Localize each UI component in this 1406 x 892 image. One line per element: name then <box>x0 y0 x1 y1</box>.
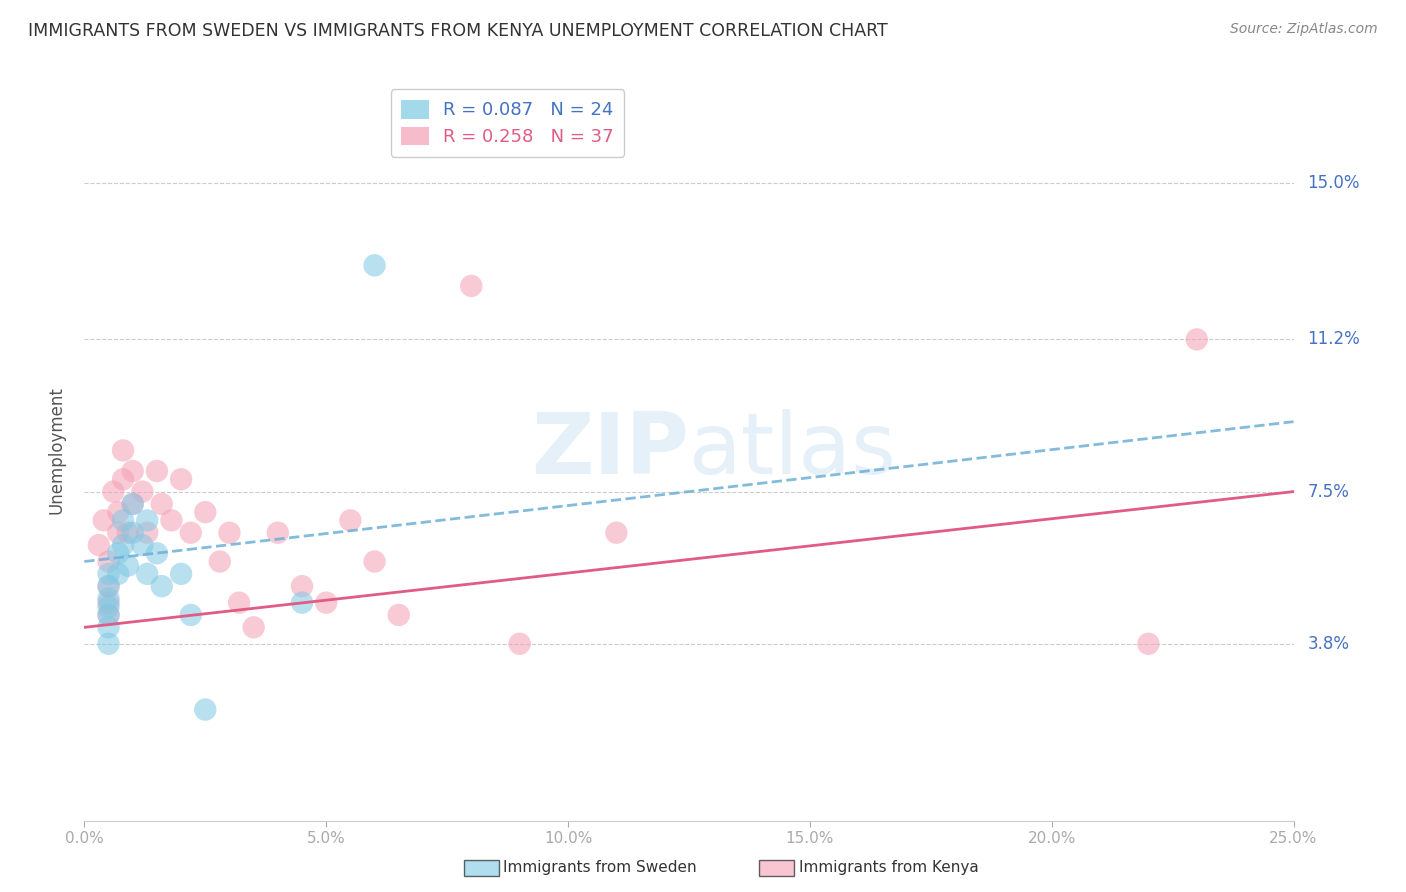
Point <box>93 513 115 527</box>
Point <box>112 538 135 552</box>
Point <box>107 546 129 560</box>
Point <box>131 484 153 499</box>
Point <box>460 279 482 293</box>
Point <box>97 596 120 610</box>
Point <box>112 443 135 458</box>
Point <box>107 566 129 581</box>
Text: atlas: atlas <box>689 409 897 492</box>
Point <box>146 464 169 478</box>
Text: ZIP: ZIP <box>531 409 689 492</box>
Text: Source: ZipAtlas.com: Source: ZipAtlas.com <box>1230 22 1378 37</box>
Point <box>228 596 250 610</box>
Point <box>97 579 120 593</box>
Point <box>121 525 143 540</box>
Point <box>242 620 264 634</box>
Point <box>112 472 135 486</box>
Point <box>291 596 314 610</box>
Point <box>136 525 159 540</box>
Point <box>1185 332 1208 346</box>
Text: 7.5%: 7.5% <box>1308 483 1350 500</box>
Point <box>103 484 125 499</box>
Point <box>160 513 183 527</box>
Legend: R = 0.087   N = 24, R = 0.258   N = 37: R = 0.087 N = 24, R = 0.258 N = 37 <box>391 89 624 157</box>
Point <box>97 591 120 606</box>
Point <box>97 637 120 651</box>
Point <box>131 538 153 552</box>
Point <box>267 525 290 540</box>
Point <box>363 554 385 569</box>
Point <box>97 599 120 614</box>
Point <box>97 566 120 581</box>
Point <box>97 607 120 622</box>
Point <box>363 259 385 273</box>
Y-axis label: Unemployment: Unemployment <box>48 386 66 515</box>
Point <box>117 525 139 540</box>
Text: 3.8%: 3.8% <box>1308 635 1350 653</box>
Point <box>121 497 143 511</box>
Point <box>180 525 202 540</box>
Point <box>121 497 143 511</box>
Point <box>87 538 110 552</box>
Point <box>146 546 169 560</box>
Point <box>315 596 337 610</box>
Point <box>150 579 173 593</box>
Text: Immigrants from Sweden: Immigrants from Sweden <box>503 861 697 875</box>
Point <box>170 472 193 486</box>
Point <box>180 607 202 622</box>
Text: Immigrants from Kenya: Immigrants from Kenya <box>799 861 979 875</box>
Text: 15.0%: 15.0% <box>1308 174 1360 192</box>
Point <box>291 579 314 593</box>
Point <box>112 513 135 527</box>
Point <box>117 558 139 573</box>
Point <box>509 637 531 651</box>
Point <box>1137 637 1160 651</box>
Point <box>218 525 240 540</box>
Point <box>150 497 173 511</box>
Point <box>107 505 129 519</box>
Point <box>97 579 120 593</box>
Point <box>107 525 129 540</box>
Point <box>97 620 120 634</box>
Point <box>339 513 361 527</box>
Text: 11.2%: 11.2% <box>1308 330 1360 349</box>
Point <box>605 525 627 540</box>
Point <box>97 554 120 569</box>
Point <box>136 513 159 527</box>
Point <box>97 607 120 622</box>
Point <box>388 607 411 622</box>
Point <box>136 566 159 581</box>
Point <box>194 505 217 519</box>
Point <box>194 703 217 717</box>
Point <box>208 554 231 569</box>
Text: IMMIGRANTS FROM SWEDEN VS IMMIGRANTS FROM KENYA UNEMPLOYMENT CORRELATION CHART: IMMIGRANTS FROM SWEDEN VS IMMIGRANTS FRO… <box>28 22 887 40</box>
Point <box>121 464 143 478</box>
Point <box>170 566 193 581</box>
